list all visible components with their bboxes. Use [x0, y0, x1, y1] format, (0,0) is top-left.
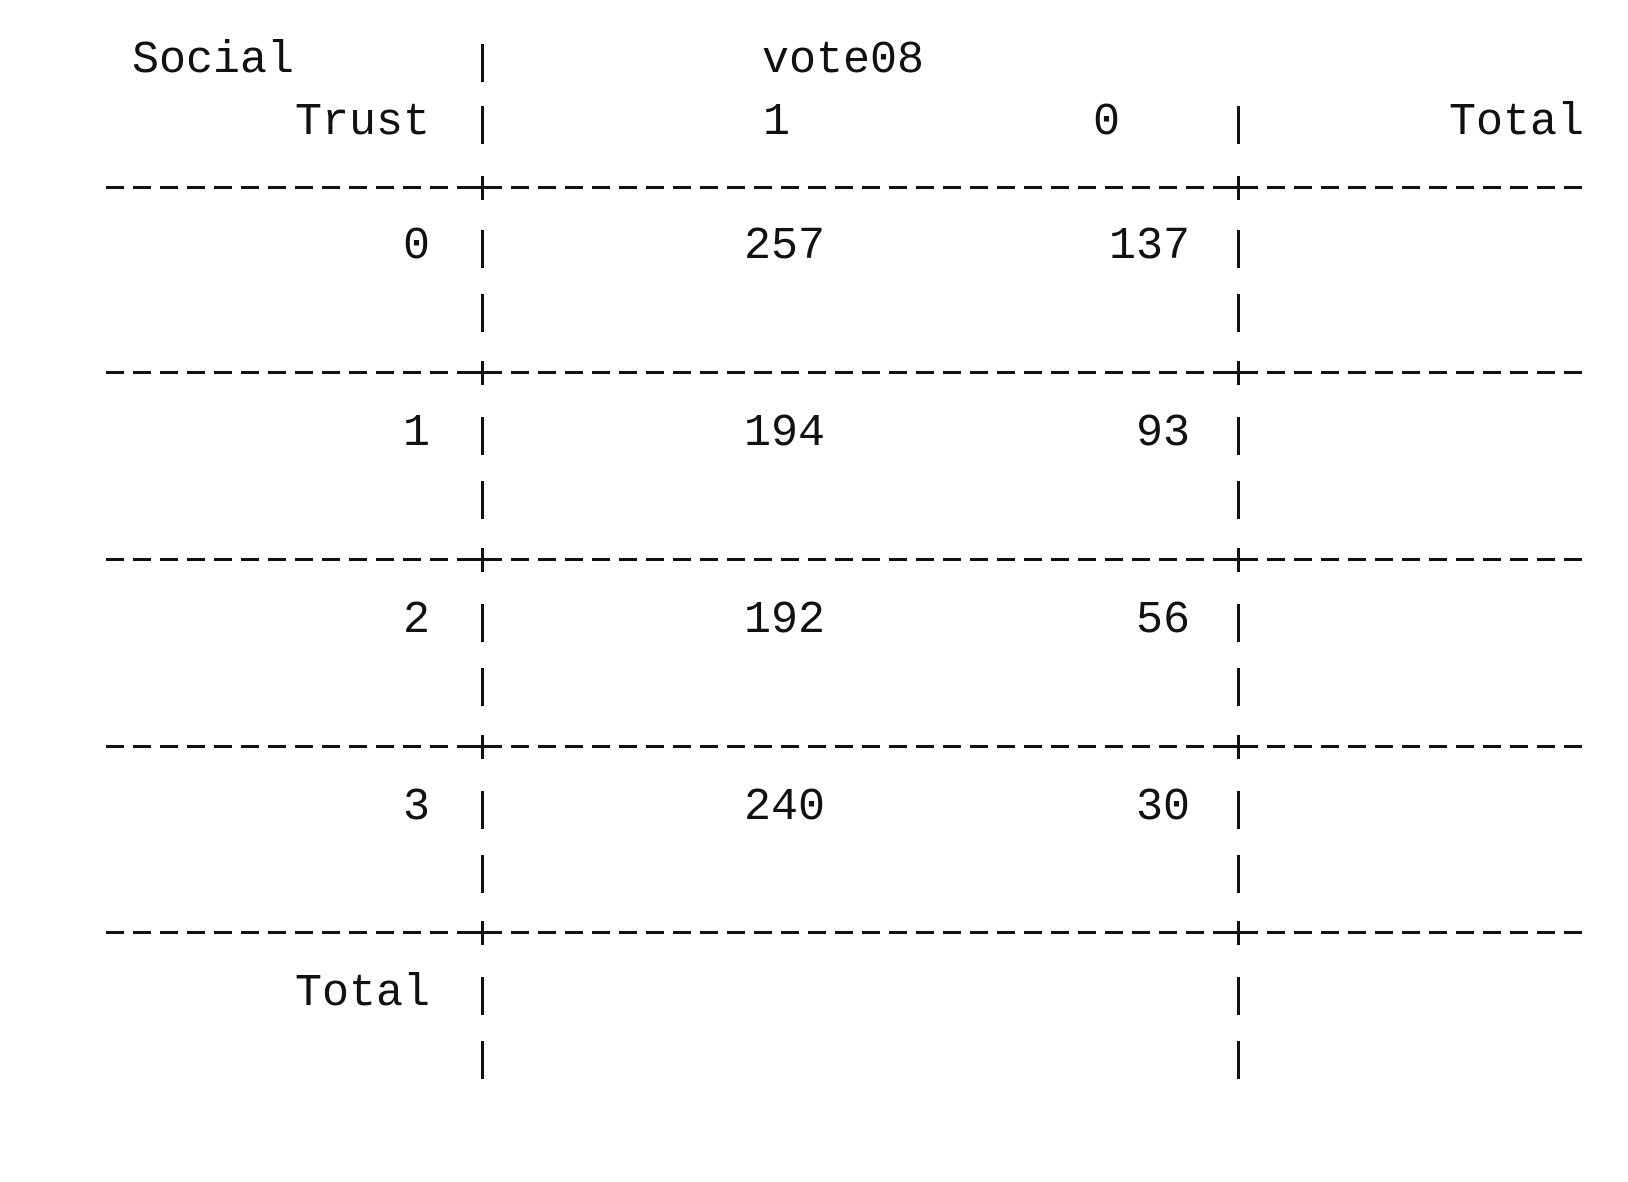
row-label: 1	[402, 408, 430, 459]
row-label: 3	[402, 782, 430, 833]
column-separator	[481, 977, 484, 1015]
column-separator	[481, 481, 484, 519]
divider-rule	[106, 745, 1588, 748]
column-separator	[1237, 417, 1240, 455]
header-separator-left-2	[481, 106, 484, 144]
rule-junction	[471, 735, 495, 759]
column-separator	[1237, 604, 1240, 642]
column-separator	[1237, 294, 1240, 332]
column-separator	[481, 230, 484, 268]
column-variable-label: vote08	[762, 35, 925, 86]
rule-junction	[471, 176, 495, 200]
cell-count: 137	[1108, 221, 1190, 272]
cell-count: 56	[1135, 595, 1190, 646]
divider-rule	[106, 371, 1588, 374]
row-variable-label-line2: Trust	[294, 97, 430, 148]
rule-junction	[471, 548, 495, 572]
rule-junction	[1227, 176, 1251, 200]
divider-rule	[106, 931, 1588, 934]
rule-junction	[471, 361, 495, 385]
column-separator	[481, 791, 484, 829]
column-separator	[1237, 668, 1240, 706]
cell-count: 240	[743, 782, 825, 833]
rule-junction	[1227, 735, 1251, 759]
column-separator	[481, 668, 484, 706]
column-separator	[1237, 1041, 1240, 1079]
column-separator	[1237, 977, 1240, 1015]
total-column-header: Total	[1448, 97, 1584, 148]
row-variable-label-line1: Social	[132, 35, 295, 86]
row-label: 2	[402, 595, 430, 646]
column-header-0: 0	[1092, 97, 1120, 148]
divider-rule	[106, 558, 1588, 561]
divider-rule	[106, 186, 1588, 189]
total-row-label: Total	[294, 968, 430, 1019]
column-separator	[481, 1041, 484, 1079]
row-label: 0	[402, 221, 430, 272]
column-separator	[1237, 791, 1240, 829]
column-separator	[1237, 230, 1240, 268]
column-separator	[1237, 855, 1240, 893]
rule-junction	[1227, 361, 1251, 385]
cell-count: 257	[743, 221, 825, 272]
column-separator	[481, 604, 484, 642]
rule-junction	[1227, 921, 1251, 945]
column-separator	[481, 855, 484, 893]
cell-count: 93	[1135, 408, 1190, 459]
column-header-1: 1	[762, 97, 790, 148]
column-separator	[481, 417, 484, 455]
rule-junction	[1227, 548, 1251, 572]
rule-junction	[471, 921, 495, 945]
cell-count: 30	[1135, 782, 1190, 833]
column-separator	[1237, 481, 1240, 519]
cell-count: 192	[743, 595, 825, 646]
header-separator-left-1	[481, 44, 484, 82]
column-separator	[481, 294, 484, 332]
cell-count: 194	[743, 408, 825, 459]
header-separator-right-2	[1237, 106, 1240, 144]
